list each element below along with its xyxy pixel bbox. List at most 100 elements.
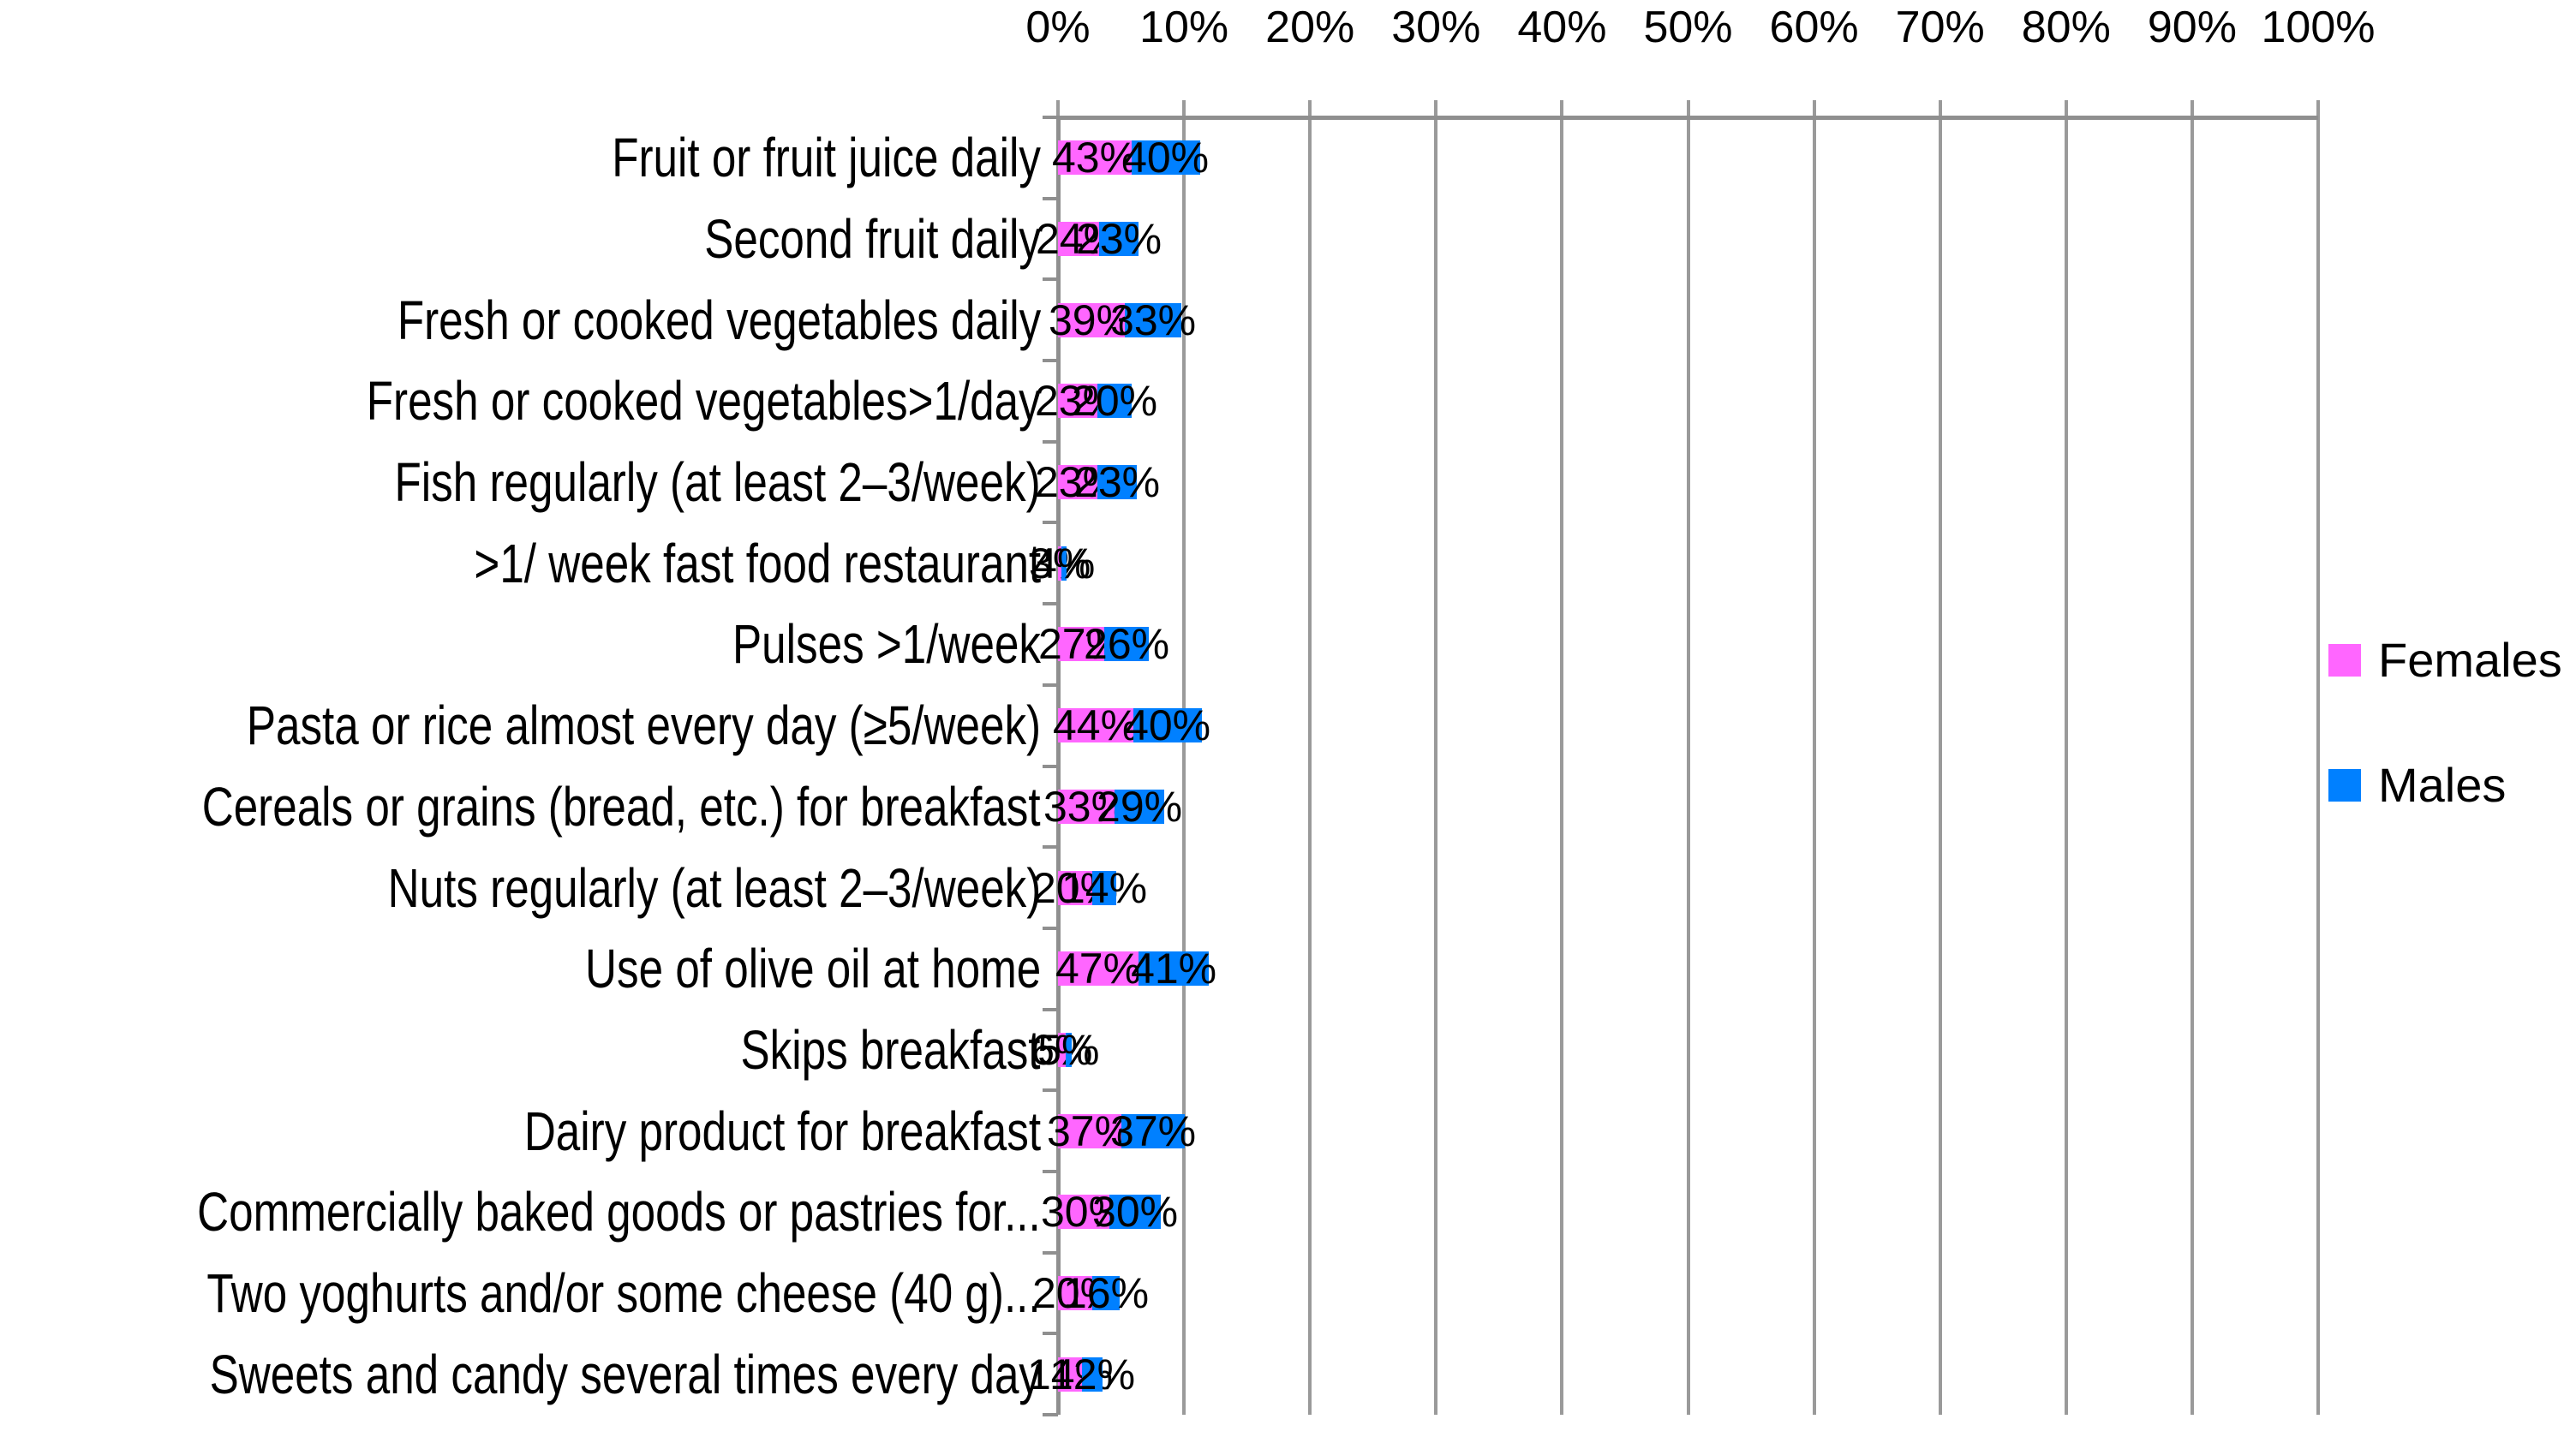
data-label: 41% (1131, 945, 1217, 993)
x-axis-tick-label: 40% (1517, 3, 1607, 52)
gridline (1182, 100, 1186, 1415)
category-label: Commercially baked goods or pastries for… (197, 1181, 1041, 1243)
bar-row: 33% 29% (1043, 785, 1229, 828)
data-label: 5% (1037, 1025, 1100, 1074)
x-axis-line (1058, 116, 2318, 120)
x-axis-tick-label: 80% (2021, 3, 2111, 52)
bar-segment-females: 3% (1029, 542, 1091, 585)
data-label: 23% (1076, 215, 1162, 264)
y-axis-tick (1043, 1088, 1058, 1093)
category-label: Use of olive oil at home (584, 938, 1041, 1000)
gridline (2316, 100, 2320, 1415)
gridline (1560, 100, 1564, 1415)
bar-segment-males: 29% (1097, 785, 1182, 828)
bar-segment-females: 44% (1053, 704, 1139, 747)
category-label: Fruit or fruit juice daily (612, 127, 1041, 189)
bar-segment-males: 5% (1037, 1029, 1099, 1071)
y-axis-tick (1043, 683, 1058, 687)
bar-row: 14% 12% (1027, 1353, 1229, 1396)
plot-area: 43% 40% 24% 23% 39% 33% 23% 20% 23% 23% 3% 4% 27% 26%… (1027, 100, 2320, 1416)
legend-entry-females: Females (2328, 635, 2562, 685)
bar-row: 47% 41% (1055, 945, 1229, 993)
data-label: 23% (1074, 458, 1161, 507)
y-axis-tick (1043, 116, 1058, 119)
x-axis-tick-labels: 0% 10% 20% 30% 40% 50% 60% 70% 80% 90% 100% (1025, 3, 2375, 57)
y-axis-tick (1043, 439, 1058, 444)
bar-segment-males: 4% (1033, 542, 1095, 585)
y-axis-tick (1043, 277, 1058, 282)
category-label: Sweets and candy several times every day (209, 1343, 1041, 1405)
bar-segment-females: 39% (1049, 299, 1134, 342)
category-label: Two yoghurts and/or some cheese (40 g)..… (206, 1261, 1041, 1324)
data-label: 40% (1125, 701, 1211, 750)
legend-label-females: Females (2378, 633, 2562, 687)
x-axis-tick-label: 50% (1643, 3, 1733, 52)
x-axis-tick-label: 30% (1391, 3, 1481, 52)
y-axis-tick (1043, 1332, 1058, 1336)
bar-segment-males: 33% (1110, 299, 1196, 342)
category-label: Fresh or cooked vegetables>1/day (367, 370, 1041, 432)
data-label: 37% (1110, 1106, 1197, 1155)
bar-segment-males: 40% (1125, 704, 1210, 747)
gridline (2190, 100, 2194, 1415)
x-axis-tick-label: 60% (1769, 3, 1859, 52)
bar-segment-males: 40% (1123, 136, 1209, 179)
x-axis-tick-label: 0% (1025, 3, 1091, 52)
gridline (2064, 100, 2068, 1415)
bar-segment-males: 12% (1049, 1353, 1135, 1396)
legend-entry-males: Males (2328, 760, 2506, 810)
bar-row: 20% 14% (1032, 867, 1229, 909)
category-label: >1/ week fast food restaurant (474, 532, 1041, 594)
data-label: 4% (1033, 539, 1096, 587)
gridline (1434, 100, 1438, 1415)
data-label: 14% (1061, 863, 1148, 912)
bar-segment-males: 26% (1084, 623, 1169, 665)
legend: Females Males (2328, 0, 2576, 1443)
bar-segment-males: 41% (1131, 947, 1216, 990)
gridline (1308, 100, 1312, 1415)
bar-segment-females: 6% (1031, 1029, 1092, 1071)
y-axis-tick (1043, 196, 1058, 200)
y-axis-tick (1043, 521, 1058, 525)
bar-row: 23% 20% (1035, 377, 1229, 426)
bar-segment-females: 43% (1052, 136, 1138, 179)
bar-row: 3% 4% (1029, 542, 1182, 585)
y-axis-tick (1043, 1169, 1058, 1173)
data-label: 3% (1029, 539, 1091, 587)
x-axis-tick-label: 70% (1895, 3, 1985, 52)
legend-swatch-males (2328, 769, 2361, 802)
data-label: 16% (1063, 1268, 1150, 1317)
category-label: Fresh or cooked vegetables daily (397, 289, 1041, 351)
bar-segment-males: 14% (1061, 867, 1147, 909)
category-label: Dairy product for breakfast (523, 1100, 1041, 1162)
category-label: Cereals or grains (bread, etc.) for brea… (202, 775, 1041, 838)
bar-row: 44% 40% (1053, 704, 1229, 747)
x-axis-tick-label: 10% (1139, 3, 1229, 52)
bar-row: 6% 5% (1031, 1029, 1182, 1071)
bar-row: 24% 23% (1036, 215, 1229, 264)
gridline (1686, 100, 1690, 1415)
y-axis-tick (1043, 1007, 1058, 1011)
y-axis-line (1056, 117, 1061, 1415)
category-label: Fish regularly (at least 2–3/week) (394, 451, 1041, 514)
bar-row: 23% 23% (1035, 461, 1229, 504)
bar-row: 27% 26% (1038, 623, 1229, 665)
data-label: 37% (1046, 1106, 1133, 1155)
data-label: 6% (1031, 1025, 1093, 1074)
data-label: 26% (1084, 620, 1170, 669)
y-axis-tick (1043, 1250, 1058, 1255)
x-axis-tick-label: 90% (2147, 3, 2237, 52)
bar-row: 20% 16% (1032, 1272, 1229, 1315)
legend-swatch-females (2328, 644, 2361, 677)
data-label: 20% (1072, 377, 1158, 426)
bar-segment-females: 47% (1055, 945, 1142, 993)
bar-segment-males: 23% (1074, 461, 1160, 504)
bar-segment-males: 16% (1063, 1272, 1149, 1315)
data-label: 12% (1049, 1350, 1136, 1398)
data-label: 39% (1048, 295, 1135, 344)
data-label: 43% (1052, 134, 1139, 182)
data-label: 40% (1123, 134, 1210, 182)
bar-row: 43% 40% (1052, 136, 1229, 179)
data-label: 47% (1055, 945, 1142, 993)
